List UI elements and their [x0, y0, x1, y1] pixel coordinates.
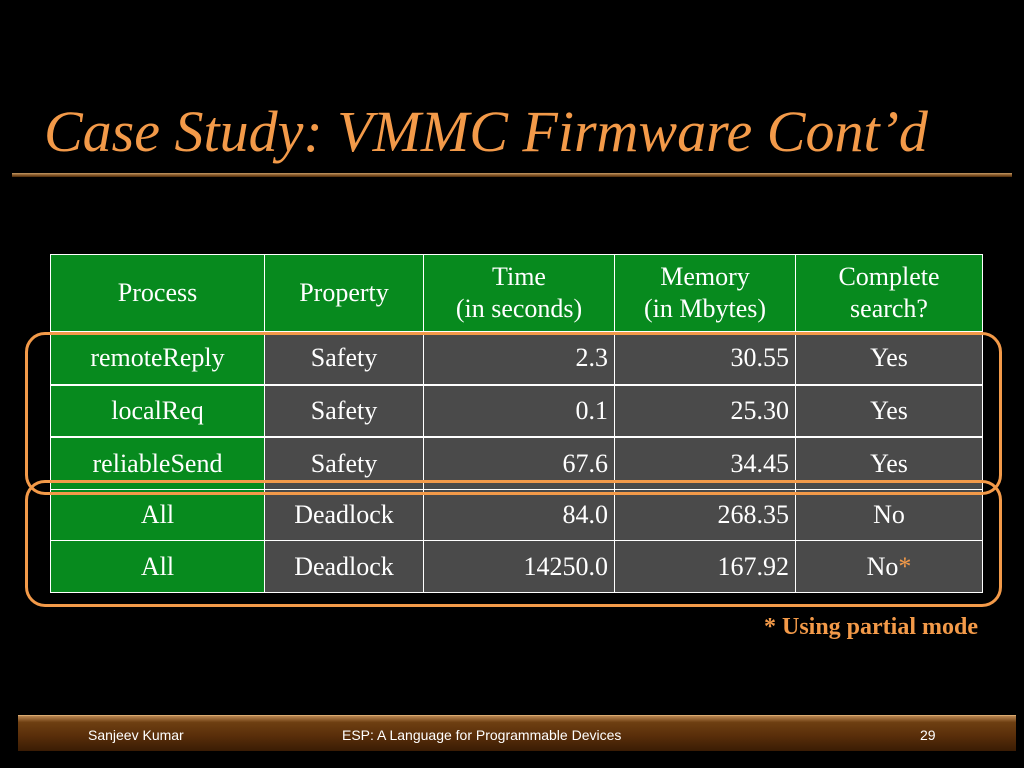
- footer-page-number: 29: [920, 727, 936, 743]
- footer-author: Sanjeev Kumar: [88, 727, 184, 743]
- title-divider: [12, 173, 1012, 177]
- cell-complete: Yes: [795, 436, 983, 490]
- complete-value: No: [873, 500, 905, 530]
- cell-memory: 268.35: [614, 488, 796, 542]
- cell-property: Safety: [264, 383, 424, 438]
- cell-memory: 30.55: [614, 331, 796, 386]
- cell-complete: Yes: [795, 331, 983, 386]
- cell-time: 14250.0: [423, 540, 615, 593]
- cell-process: localReq: [50, 383, 265, 438]
- table-row: reliableSend Safety 67.6 34.45 Yes: [50, 436, 983, 490]
- cell-time: 84.0: [423, 488, 615, 542]
- table-row: remoteReply Safety 2.3 30.55 Yes: [50, 331, 983, 386]
- cell-memory: 167.92: [614, 540, 796, 593]
- header-property: Property: [264, 254, 424, 333]
- header-memory: Memory (in Mbytes): [614, 254, 796, 333]
- footer-bar: Sanjeev Kumar ESP: A Language for Progra…: [18, 715, 1016, 751]
- cell-property: Safety: [264, 331, 424, 386]
- cell-property: Deadlock: [264, 540, 424, 593]
- cell-process: All: [50, 488, 265, 542]
- header-complete-search: Complete search?: [795, 254, 983, 333]
- table-header-row: Process Property Time (in seconds) Memory…: [50, 254, 983, 333]
- footnote: * Using partial mode: [763, 614, 978, 640]
- cell-complete: Yes: [795, 383, 983, 438]
- cell-memory: 34.45: [614, 436, 796, 490]
- cell-time: 67.6: [423, 436, 615, 490]
- header-process: Process: [50, 254, 265, 333]
- complete-value: Yes: [870, 396, 908, 426]
- cell-process: reliableSend: [50, 436, 265, 490]
- table-row: localReq Safety 0.1 25.30 Yes: [50, 383, 983, 438]
- header-time: Time (in seconds): [423, 254, 615, 333]
- complete-value: Yes: [870, 343, 908, 373]
- complete-value: No: [866, 551, 899, 581]
- table-row: All Deadlock 14250.0 167.92 No*: [50, 540, 983, 593]
- cell-property: Safety: [264, 436, 424, 490]
- cell-property: Deadlock: [264, 488, 424, 542]
- table-row: All Deadlock 84.0 268.35 No: [50, 488, 983, 542]
- cell-memory: 25.30: [614, 383, 796, 438]
- partial-mode-mark: *: [898, 551, 912, 581]
- complete-value: Yes: [870, 448, 908, 478]
- results-table: Process Property Time (in seconds) Memory…: [50, 254, 983, 593]
- cell-time: 2.3: [423, 331, 615, 386]
- cell-process: remoteReply: [50, 331, 265, 386]
- slide-title: Case Study: VMMC Firmware Cont’d: [44, 99, 928, 164]
- cell-time: 0.1: [423, 383, 615, 438]
- cell-complete: No*: [795, 540, 983, 593]
- cell-process: All: [50, 540, 265, 593]
- footer-course-title: ESP: A Language for Programmable Devices: [342, 727, 622, 743]
- cell-complete: No: [795, 488, 983, 542]
